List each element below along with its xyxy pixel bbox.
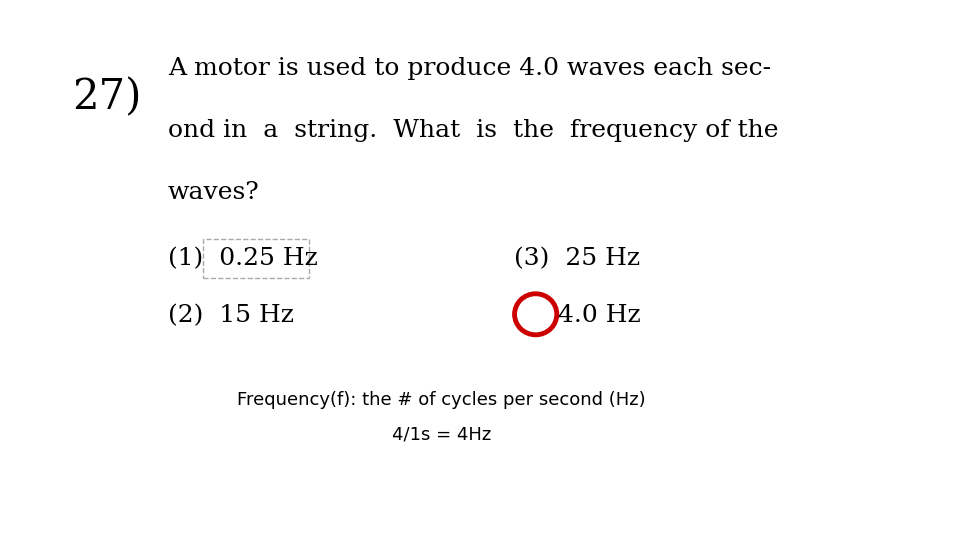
- Text: waves?: waves?: [168, 181, 260, 204]
- Text: 27): 27): [72, 76, 141, 118]
- Text: (2)  15 Hz: (2) 15 Hz: [168, 305, 294, 327]
- Text: ond in  a  string.  What  is  the  frequency of the: ond in a string. What is the frequency o…: [168, 119, 779, 142]
- Text: A motor is used to produce 4.0 waves each sec-: A motor is used to produce 4.0 waves eac…: [168, 57, 771, 80]
- Text: (1)  0.25 Hz: (1) 0.25 Hz: [168, 248, 318, 271]
- Text: 4/1s = 4Hz: 4/1s = 4Hz: [392, 426, 492, 444]
- Text: (3)  25 Hz: (3) 25 Hz: [514, 248, 639, 271]
- Text: Frequency(f): the # of cycles per second (Hz): Frequency(f): the # of cycles per second…: [237, 390, 646, 409]
- Text: 4.0 Hz: 4.0 Hz: [542, 305, 641, 327]
